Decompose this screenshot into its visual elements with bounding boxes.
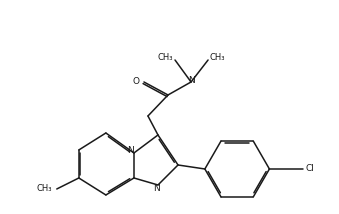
Text: CH₃: CH₃: [158, 53, 173, 62]
Text: Cl: Cl: [306, 165, 315, 174]
Text: N: N: [153, 184, 160, 193]
Text: N: N: [127, 146, 134, 155]
Text: O: O: [133, 77, 140, 86]
Text: CH₃: CH₃: [36, 184, 52, 193]
Text: N: N: [188, 76, 195, 85]
Text: CH₃: CH₃: [210, 53, 225, 62]
